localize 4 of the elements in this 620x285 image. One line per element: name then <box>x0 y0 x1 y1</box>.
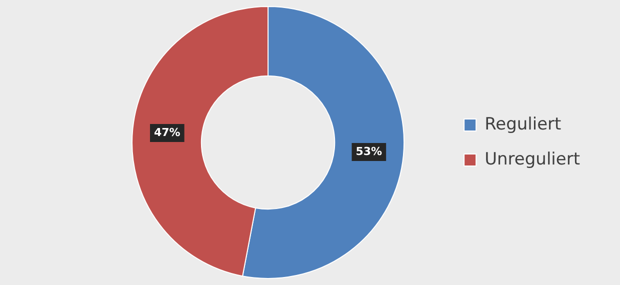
legend-label: Unreguliert <box>484 149 580 170</box>
data-label: 47% <box>154 126 180 139</box>
data-label: 53% <box>356 144 382 158</box>
legend-label: Reguliert <box>484 114 562 134</box>
